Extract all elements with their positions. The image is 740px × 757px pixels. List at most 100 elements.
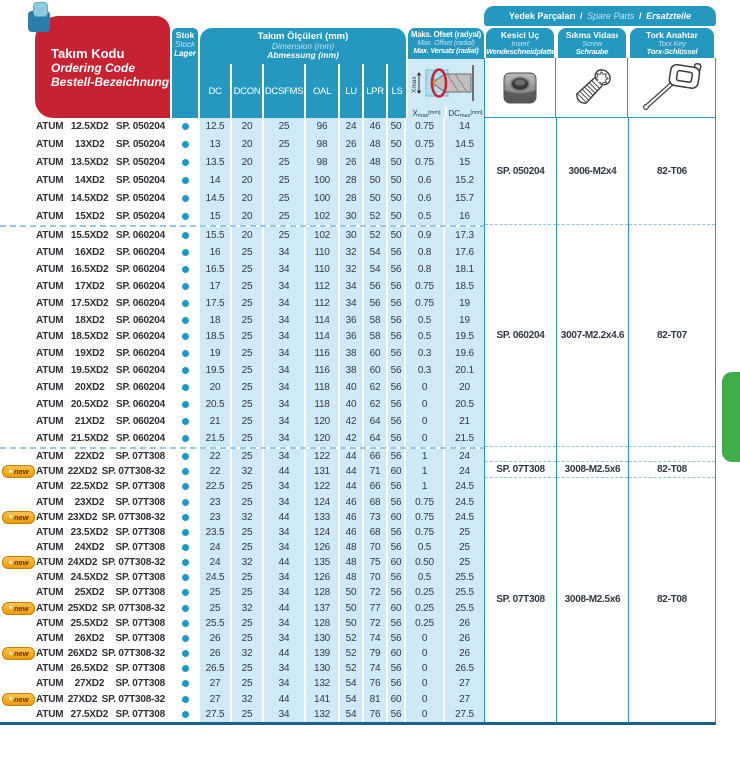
dcsfms-cell: 34 (264, 430, 306, 447)
code-size: 24.5XD2 (70, 572, 109, 584)
oal-cell: 135 (306, 555, 340, 571)
code-cell: ★ new ATUM 23XD2 SP. 07T308-32 (0, 509, 170, 525)
dcon-cell: 25 (232, 630, 264, 647)
stock-dot (181, 418, 189, 426)
dcsfms-cell: 34 (264, 311, 306, 329)
stock-dot (181, 282, 189, 290)
xmax-cell: 0.75 (406, 509, 445, 525)
stock-dot (181, 468, 189, 476)
dcon-cell: 25 (232, 413, 264, 431)
oal-cell: 116 (306, 362, 340, 380)
code-brand: ATUM (36, 617, 64, 629)
ls-cell: 60 (388, 600, 406, 616)
offset-title-tr: Maks. Ofset (radyal) (410, 30, 482, 39)
code-cell: ATUM 15XD2 SP. 050204 (0, 207, 170, 225)
lpr-cell: 68 (364, 524, 388, 540)
dc-cell: 22.5 (200, 479, 232, 495)
code-cell: ★ new ATUM 27XD2 SP. 07T308-32 (0, 691, 170, 707)
code-size: 25XD2 (74, 587, 105, 599)
code-brand: ATUM (36, 210, 64, 222)
code-brand: ATUM (36, 192, 64, 204)
ls-cell: 56 (388, 706, 406, 722)
dc-cell: 12.5 (200, 118, 232, 136)
stock-dot (181, 665, 189, 673)
code-cell: ATUM 19.5XD2 SP. 060204 (0, 362, 170, 380)
torx-spare-cell: 82-T06 (629, 118, 715, 225)
code-suffix: SP. 060204 (116, 365, 165, 377)
table-row: ATUM 19.5XD2 SP. 060204 19.5 25 34 116 38 60 56 0.… (0, 362, 716, 380)
stock-dot (181, 650, 189, 658)
oal-cell: 98 (306, 153, 340, 172)
stock-dot (181, 194, 189, 202)
stock-dot (181, 231, 189, 239)
code-suffix: SP. 07T308 (115, 526, 165, 538)
stock-dot (181, 498, 189, 506)
dcsfms-cell: 25 (264, 227, 306, 244)
code-brand: ATUM (36, 297, 64, 309)
ls-cell: 60 (388, 464, 406, 480)
dcsfms-cell: 34 (264, 345, 306, 363)
offset-title-de: Max. Versatz (radial) (413, 45, 479, 55)
oal-cell: 137 (306, 600, 340, 616)
xmax-cell: 0.50 (406, 555, 445, 571)
code-brand: ATUM (36, 246, 64, 258)
table-row: ATUM 20.5XD2 SP. 060204 20.5 25 34 118 40 62 56 0 2… (0, 396, 716, 414)
spare-icon-row (484, 58, 716, 118)
code-cell: ATUM 25.5XD2 SP. 07T308 (0, 615, 170, 631)
ls-cell: 56 (388, 328, 406, 346)
dcon-cell: 25 (232, 615, 264, 631)
oal-cell: 110 (306, 260, 340, 278)
stock-cell (170, 539, 200, 556)
code-suffix: SP. 07T308-32 (101, 693, 166, 705)
ls-cell: 56 (388, 396, 406, 414)
code-size: 19XD2 (74, 348, 105, 360)
code-cell: ATUM 12.5XD2 SP. 050204 (0, 118, 170, 136)
stock-cell (170, 328, 200, 346)
code-brand: ATUM (36, 708, 64, 720)
diagram-xmax-label: Xmax (411, 76, 418, 93)
lu-cell: 48 (340, 539, 364, 556)
stock-cell (170, 524, 200, 540)
code-suffix: SP. 07T308-32 (101, 602, 166, 614)
code-cell: ATUM 26XD2 SP. 07T308 (0, 630, 170, 647)
code-cell: ATUM 20XD2 SP. 060204 (0, 379, 170, 397)
ls-cell: 60 (388, 691, 406, 707)
dcmax-cell: 25.5 (445, 570, 484, 586)
lu-cell: 52 (340, 630, 364, 647)
code-suffix: SP. 07T308 (115, 587, 165, 599)
dcsfms-cell: 34 (264, 570, 306, 586)
oal-cell: 126 (306, 570, 340, 586)
dcmax-cell: 21 (445, 413, 484, 431)
stock-cell (170, 189, 200, 208)
dcmax-cell: 21.5 (445, 430, 484, 447)
torx-spare-cell (629, 447, 715, 463)
code-suffix: SP. 07T308-32 (101, 557, 166, 569)
dim-col-label-dc: DC (200, 64, 232, 122)
table-row: ★ new ATUM 23XD2 SP. 07T308-32 23 32 44 133 46 73 6… (0, 509, 716, 525)
xmax-cell: 0.6 (406, 189, 445, 208)
dcon-cell: 25 (232, 277, 264, 295)
stock-label-en: Stock (174, 40, 195, 49)
insert-spare-cell (485, 447, 556, 463)
table-row: ATUM 15XD2 SP. 050204 15 20 25 102 30 52 50 0.5 16 (0, 207, 716, 225)
ls-cell: 56 (388, 676, 406, 692)
table-row: ATUM 17.5XD2 SP. 060204 17.5 25 34 112 34 56 56 0.… (0, 294, 716, 312)
xmax-cell: 0.75 (406, 153, 445, 172)
xmax-cell: 0 (406, 630, 445, 647)
xmax-cell: 0.8 (406, 260, 445, 278)
stock-dot (181, 453, 189, 461)
code-size: 21.5XD2 (70, 433, 109, 445)
lu-cell: 30 (340, 207, 364, 225)
code-cell: ATUM 27.5XD2 SP. 07T308 (0, 706, 170, 722)
stock-cell (170, 171, 200, 190)
new-badge: ★ new (2, 647, 35, 661)
stock-dot (181, 528, 189, 536)
code-cell: ATUM 14.5XD2 SP. 050204 (0, 189, 170, 208)
code-suffix: SP. 07T308 (115, 496, 165, 508)
code-suffix: SP. 07T308 (115, 632, 165, 644)
code-cell: ★ new ATUM 25XD2 SP. 07T308-32 (0, 600, 170, 616)
dcsfms-cell: 34 (264, 539, 306, 556)
ls-cell: 56 (388, 311, 406, 329)
lu-cell: 46 (340, 509, 364, 525)
table-row: ATUM 17XD2 SP. 060204 17 25 34 112 34 56 56 0.75 18… (0, 277, 716, 295)
